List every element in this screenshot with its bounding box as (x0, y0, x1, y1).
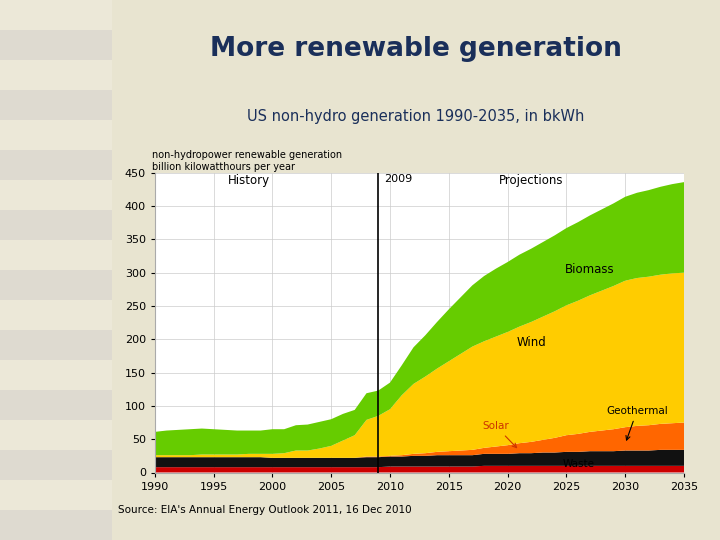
Bar (0, 330, 112, 360)
Text: Solar: Solar (482, 421, 516, 448)
Bar (0, 390, 112, 420)
Text: Source: EIA's Annual Energy Outlook 2011, 16 Dec 2010: Source: EIA's Annual Energy Outlook 2011… (117, 505, 411, 515)
Text: Biomass: Biomass (565, 263, 615, 276)
Bar (0, 120, 112, 150)
Text: Projections: Projections (499, 174, 563, 187)
Text: 2009: 2009 (384, 174, 413, 184)
Text: History: History (228, 174, 270, 187)
Bar (0, 270, 112, 300)
Bar (0, 60, 112, 90)
Bar (0, 360, 112, 390)
Bar (0, 30, 112, 60)
Text: non-hydropower renewable generation: non-hydropower renewable generation (152, 150, 342, 160)
Bar (0, 420, 112, 450)
Text: Geothermal: Geothermal (606, 406, 668, 440)
Bar (0, 210, 112, 240)
Bar (0, 240, 112, 270)
Bar (0, 90, 112, 120)
Bar (0, 510, 112, 540)
Bar (0, 480, 112, 510)
Bar (0, 150, 112, 180)
Bar (0, 300, 112, 330)
Text: Wind: Wind (516, 336, 546, 349)
Text: US non-hydro generation 1990-2035, in bkWh: US non-hydro generation 1990-2035, in bk… (247, 109, 585, 124)
Bar (0, 0, 112, 30)
Text: Waste: Waste (562, 458, 594, 469)
Text: billion kilowatthours per year: billion kilowatthours per year (152, 163, 295, 172)
Text: More renewable generation: More renewable generation (210, 36, 622, 62)
Bar (0, 450, 112, 480)
Bar (0, 180, 112, 210)
